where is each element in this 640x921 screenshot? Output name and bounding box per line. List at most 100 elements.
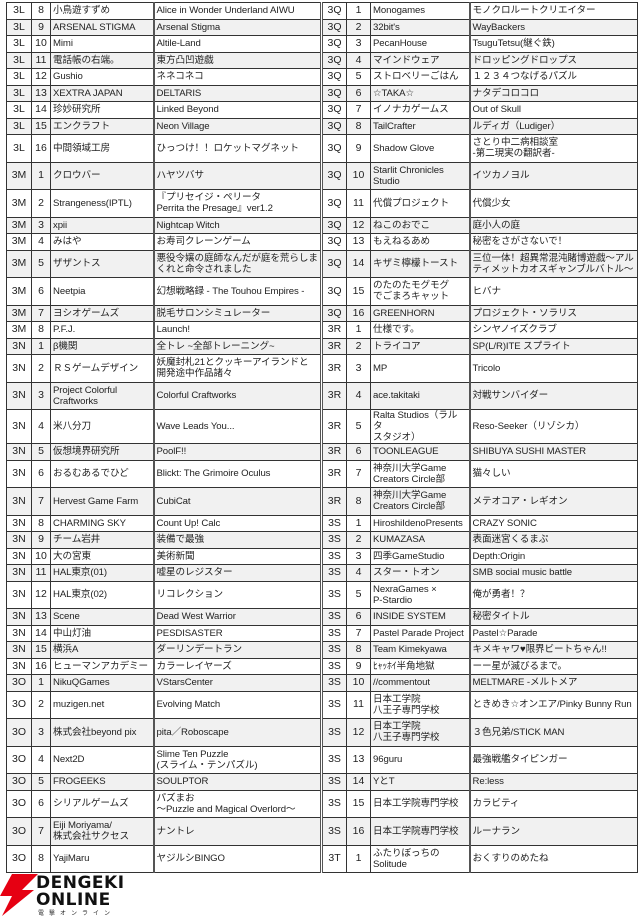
- circle-name-cell: おるむあるでひど: [50, 459, 154, 488]
- block-cell: 3N: [6, 459, 32, 488]
- game-title-cell: Count Up! Calc: [152, 514, 322, 532]
- circle-name-cell: シリアルゲームズ: [50, 789, 154, 818]
- circle-name-cell: Pastel Parade Project: [370, 624, 470, 642]
- game-title-cell: おくすりのめたね: [468, 844, 638, 873]
- circle-name-cell: 四季GameStudio: [370, 547, 470, 565]
- number-cell: 13: [31, 84, 51, 102]
- number-cell: 6: [31, 789, 51, 818]
- game-title-cell: 悪役令嬢の庭師なんだが庭を荒らしま くれと命令されました: [152, 249, 322, 278]
- table-row: 3N 9 チーム岩井 装備で最強 3S 2 KUMAZASA 表面迷宮くるまぷ: [6, 531, 638, 549]
- block-cell: 3M: [6, 304, 32, 322]
- number-cell: 1: [31, 161, 51, 190]
- number-cell: 9: [346, 657, 371, 675]
- block-cell: 3S: [320, 580, 347, 609]
- game-title-cell: ヒバナ: [468, 277, 638, 306]
- circle-name-cell: TOONLEAGUE: [370, 443, 470, 461]
- circle-name-cell: Hervest Game Farm: [50, 487, 154, 516]
- game-title-cell: 秘密タイトル: [468, 608, 638, 626]
- block-cell: 3S: [320, 817, 347, 846]
- circle-name-cell: //commentout: [370, 674, 470, 692]
- circle-name-cell: 小鳥遊すずめ: [50, 2, 154, 20]
- number-cell: 2: [31, 354, 51, 383]
- game-title-cell: CubiCat: [152, 487, 322, 516]
- block-cell: 3R: [320, 443, 347, 461]
- circle-name-cell: 32bit's: [370, 18, 470, 36]
- number-cell: 9: [31, 531, 51, 549]
- number-cell: 3: [31, 381, 51, 410]
- number-cell: 16: [31, 657, 51, 675]
- circle-name-cell: トライコア: [370, 337, 470, 355]
- circle-name-cell: Monogames: [370, 2, 470, 20]
- number-cell: 13: [346, 745, 371, 774]
- table-row: 3M 8 P.F.J. Launch! 3R 1 仕様です。 シンヤノイズクラブ: [6, 321, 638, 339]
- number-cell: 8: [346, 487, 371, 516]
- table-row: 3O 1 NikuQGames VStarsCenter 3S 10//commentou…: [6, 674, 638, 692]
- table-row: 3N 6 おるむあるでひど Blickt: The Grimoire Oculus 3R…: [6, 459, 638, 488]
- number-cell: 6: [346, 443, 371, 461]
- circle-name-cell: MP: [370, 354, 470, 383]
- number-cell: 10: [346, 674, 371, 692]
- block-cell: 3N: [6, 514, 32, 532]
- circle-name-cell: ねこのおでこ: [370, 216, 470, 234]
- table-row: 3N 16 ヒューマンアカデミー カラーレイヤーズ 3S 9 ﾋｬｯﾎｲ半角地獄 ーー星が滅び…: [6, 657, 638, 675]
- table-row: 3L 9 ARSENAL STIGMA Arsenal Stigma 3Q 2 32bit'…: [6, 18, 638, 36]
- game-title-cell: ヤジルシBINGO: [152, 844, 322, 873]
- game-title-cell: PoolF!!: [152, 443, 322, 461]
- table-row: 3N 10 大の宮東 美術新聞 3S 3 四季GameStudio Depth:Origin: [6, 547, 638, 565]
- number-cell: 6: [31, 277, 51, 306]
- block-cell: 3N: [6, 608, 32, 626]
- circle-name-cell: みはや: [50, 233, 154, 251]
- logo-line2: ONLINE: [36, 890, 111, 910]
- block-cell: 3N: [6, 487, 32, 516]
- block-cell: 3N: [6, 381, 32, 410]
- circle-name-cell: Eiji Moriyama/ 株式会社サクセス: [50, 817, 154, 846]
- table-row: 3O 7 Eiji Moriyama/ 株式会社サクセス ナントレ 3S 16 日本工学院専…: [6, 817, 638, 846]
- block-cell: 3O: [6, 844, 32, 873]
- table-row: 3M 1 クロウバー ハヤツバサ 3Q 10 Starlit Chronicles Stud…: [6, 161, 638, 190]
- block-cell: 3L: [6, 18, 32, 36]
- block-cell: 3S: [320, 773, 347, 791]
- number-cell: 14: [346, 249, 371, 278]
- number-cell: 16: [346, 304, 371, 322]
- block-cell: 3S: [320, 745, 347, 774]
- block-cell: 3R: [320, 409, 347, 444]
- block-cell: 3O: [6, 789, 32, 818]
- number-cell: 2: [31, 189, 51, 218]
- circle-name-cell: P.F.J.: [50, 321, 154, 339]
- game-title-cell: Tricolo: [468, 354, 638, 383]
- logo-line3: 電撃オンライン: [38, 911, 116, 917]
- table-row: 3M 5 ザザントス 悪役令嬢の庭師なんだが庭を荒らしま くれと命令されました 3Q 14…: [6, 249, 638, 278]
- number-cell: 7: [31, 487, 51, 516]
- game-title-cell: 秘密をさがさないで！: [468, 233, 638, 251]
- game-title-cell: WayBackers: [468, 18, 638, 36]
- block-cell: 3R: [320, 321, 347, 339]
- block-cell: 3O: [6, 773, 32, 791]
- number-cell: 12: [346, 718, 371, 747]
- circle-name-cell: 日本工学院専門学校: [370, 817, 470, 846]
- game-title-cell: SOULPTOR: [152, 773, 322, 791]
- circle-name-cell: ストロベリーごはん: [370, 68, 470, 86]
- number-cell: 1: [31, 337, 51, 355]
- number-cell: 1: [346, 2, 371, 20]
- circle-name-cell: スター・トオン: [370, 564, 470, 582]
- number-cell: 9: [346, 134, 371, 163]
- circle-name-cell: Gushio: [50, 68, 154, 86]
- number-cell: 8: [31, 844, 51, 873]
- exhibitor-table: 3L 8 小鳥遊すずめ Alice in Wonder Underland AIWU 3…: [6, 2, 638, 873]
- circle-name-cell: 96guru: [370, 745, 470, 774]
- game-title-cell: ルーナラン: [468, 817, 638, 846]
- table-row: 3O 6 シリアルゲームズ パズまお ～Puzzle and Magical Over…: [6, 789, 638, 818]
- number-cell: 1: [346, 321, 371, 339]
- game-title-cell: 表面迷宮くるまぷ: [468, 531, 638, 549]
- block-cell: 3Q: [320, 117, 347, 135]
- table-body: 3L 8 小鳥遊すずめ Alice in Wonder Underland AIWU 3…: [6, 2, 638, 873]
- circle-name-cell: 横浜A: [50, 641, 154, 659]
- block-cell: 3S: [320, 531, 347, 549]
- circle-name-cell: CHARMING SKY: [50, 514, 154, 532]
- number-cell: 5: [31, 773, 51, 791]
- block-cell: 3N: [6, 564, 32, 582]
- number-cell: 6: [31, 459, 51, 488]
- game-title-cell: Blickt: The Grimoire Oculus: [152, 459, 322, 488]
- circle-name-cell: Strangeness(IPTL): [50, 189, 154, 218]
- circle-name-cell: 日本工学院 八王子専門学校: [370, 718, 470, 747]
